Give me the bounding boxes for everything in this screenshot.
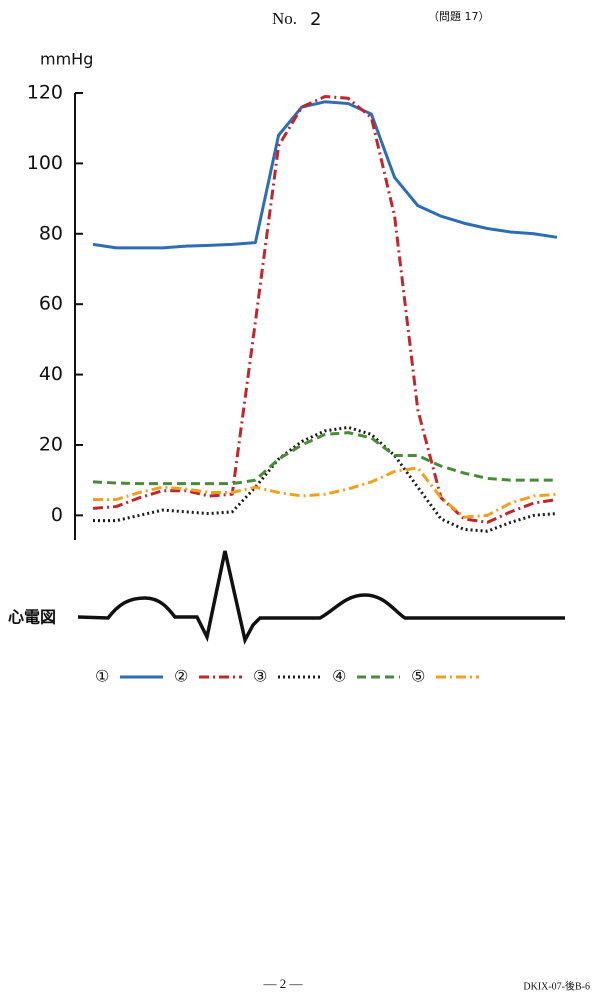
legend-label: ⑤: [411, 667, 425, 686]
ecg-label: 心電図: [8, 608, 56, 627]
y-axis-label: mmHg: [40, 50, 93, 69]
series-line: [93, 425, 558, 533]
y-tick-label: 100: [27, 152, 63, 174]
legend-label: ①: [95, 667, 109, 686]
y-tick-label: 40: [39, 363, 63, 385]
series-line: [92, 431, 557, 486]
ecg-trace: [77, 550, 565, 645]
y-tick-label: 80: [39, 222, 63, 244]
footer-page: — 2 —: [263, 976, 304, 991]
series-line: [92, 95, 558, 524]
series-line: [93, 466, 558, 519]
legend-label: ④: [332, 667, 346, 686]
y-tick-label: 0: [51, 504, 63, 526]
y-tick-label: 60: [39, 293, 63, 315]
footer-code: DKIX-07-後B-6: [523, 979, 590, 992]
legend-label: ③: [253, 667, 267, 686]
legend-label: ②: [174, 667, 188, 686]
no-label: No.: [272, 9, 297, 28]
page-number: 2: [310, 9, 321, 30]
y-tick-label: 20: [39, 433, 63, 455]
question-label: （問題 17）: [428, 10, 490, 23]
y-tick-label: 120: [27, 82, 63, 104]
series-line: [92, 100, 558, 250]
